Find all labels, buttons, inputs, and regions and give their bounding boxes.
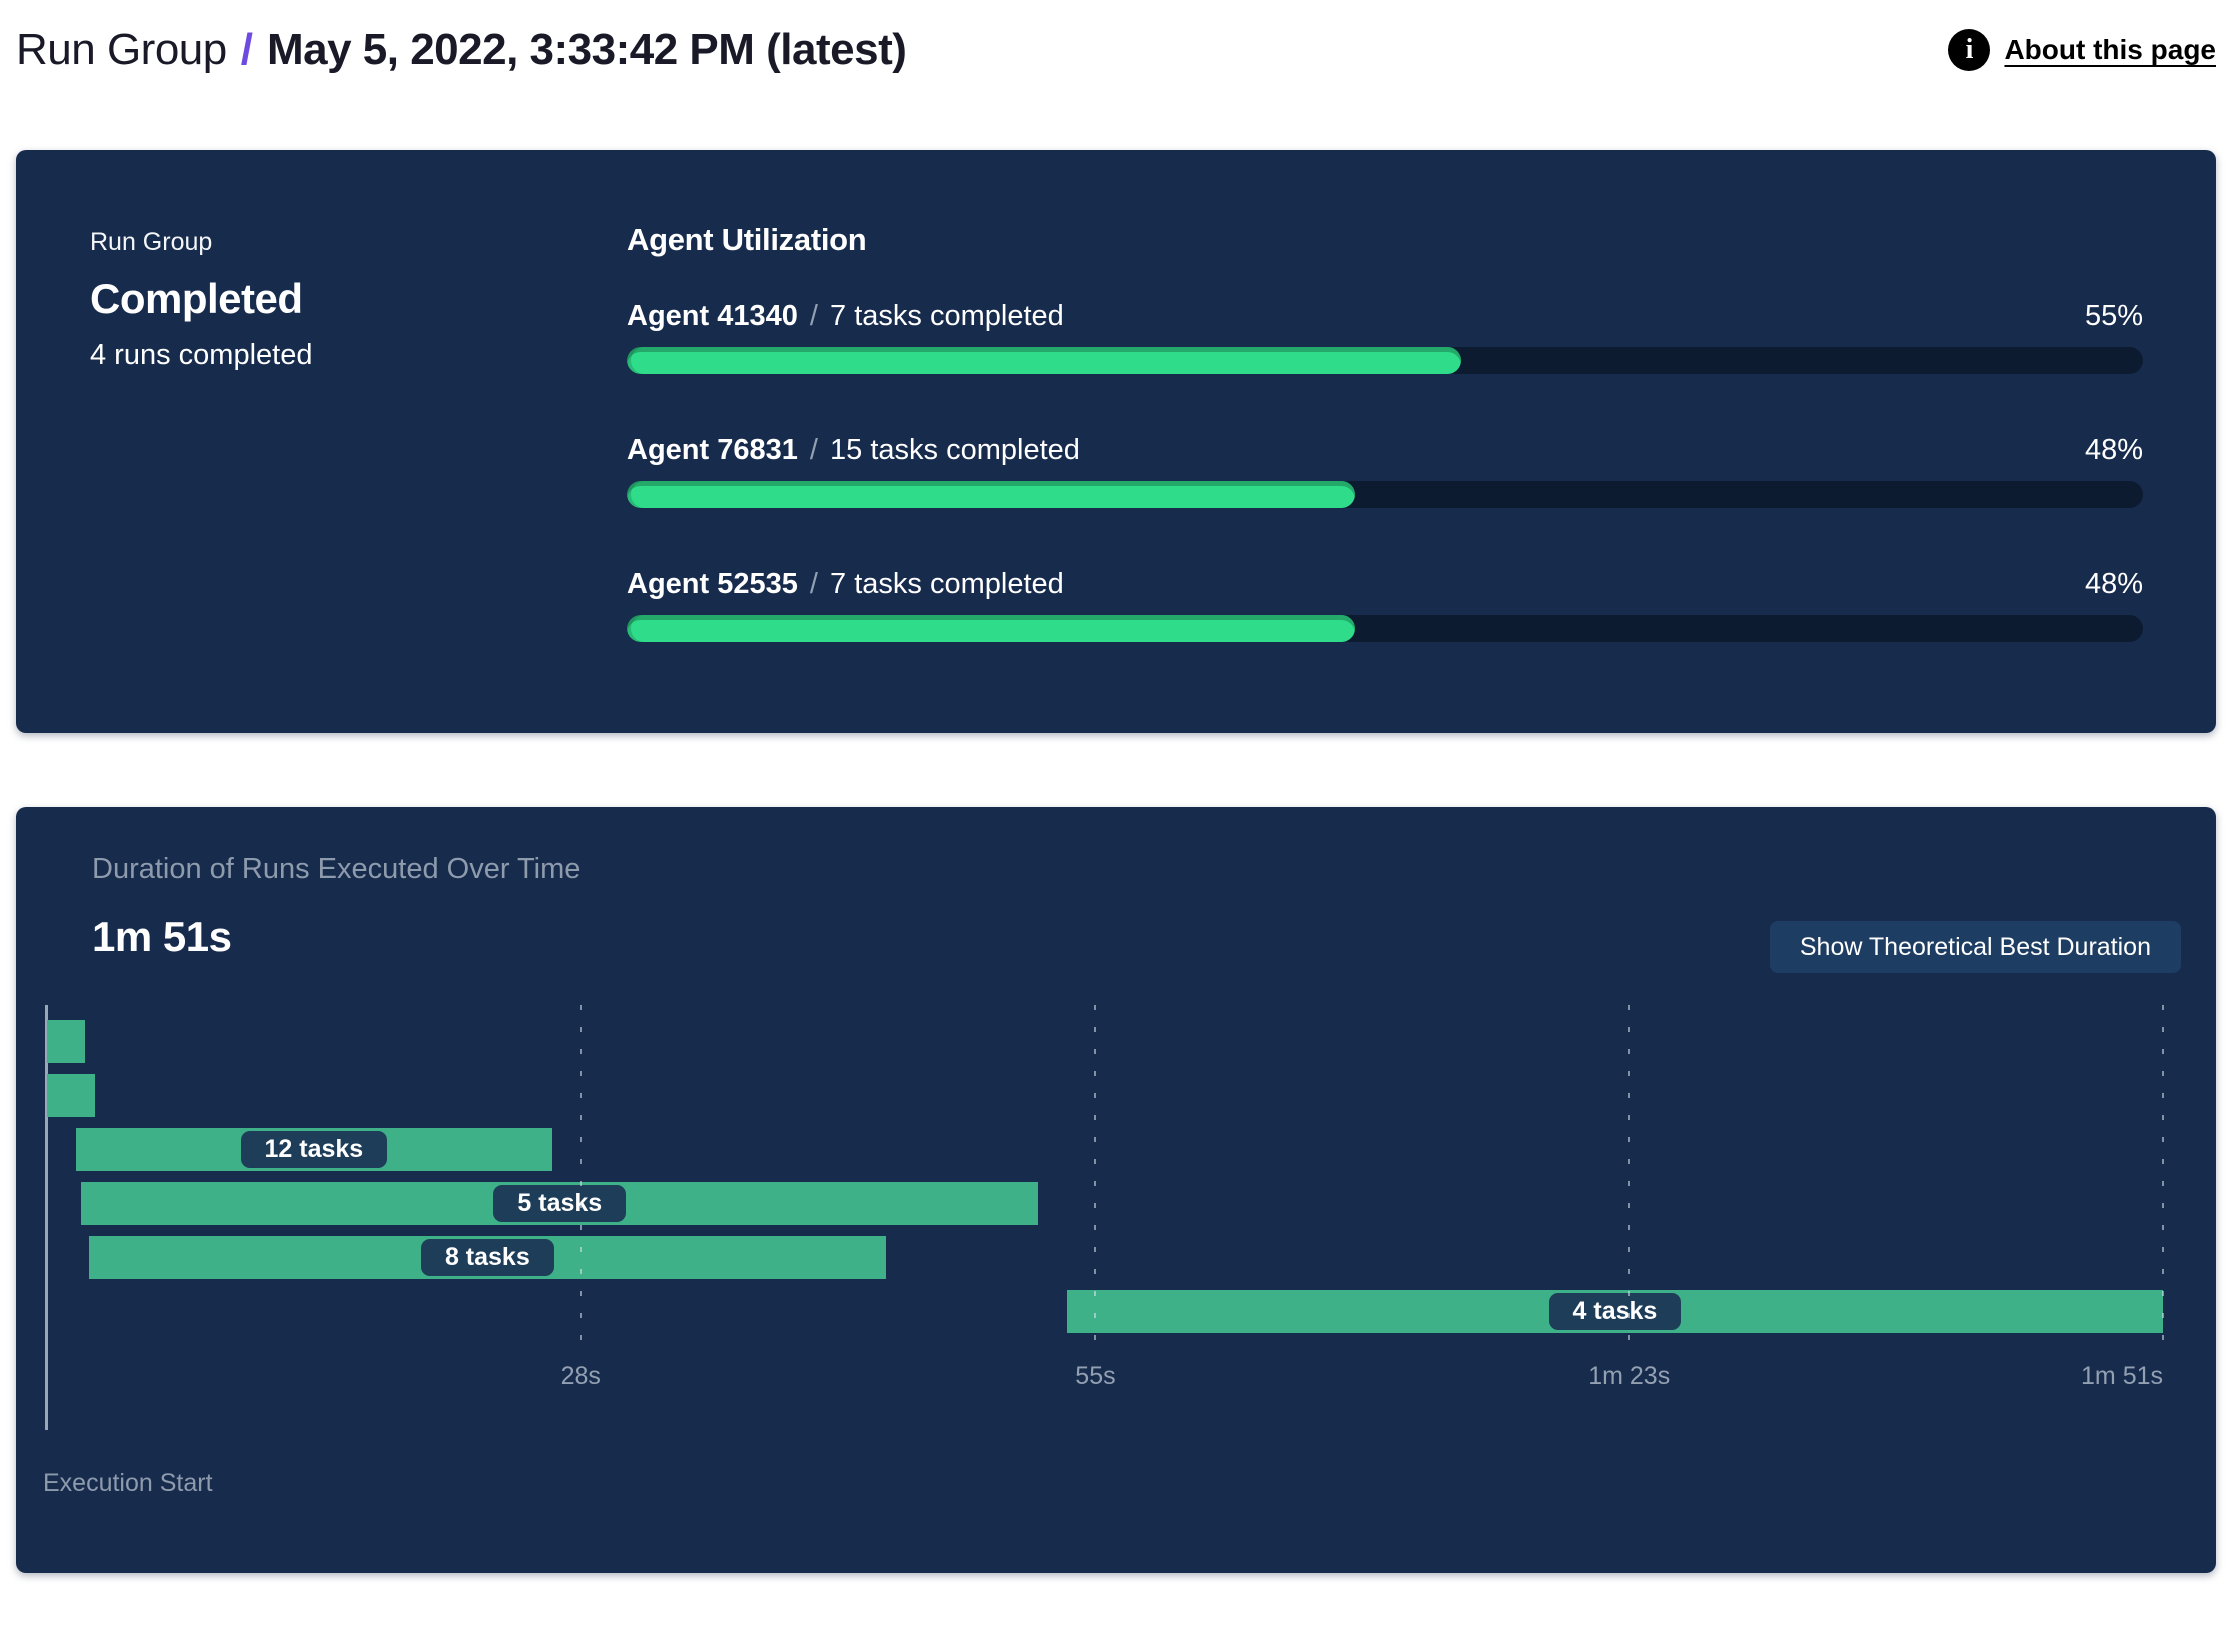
- gantt-gridline: [1094, 1005, 1097, 1348]
- agent-name: Agent 76831: [627, 434, 798, 466]
- run-bar[interactable]: 5 tasks: [81, 1182, 1039, 1225]
- runs-completed-summary: 4 runs completed: [90, 339, 313, 371]
- agent-utilization-track: [627, 481, 2143, 508]
- agent-label-separator: /: [801, 568, 827, 600]
- agent-tasks-completed: 15 tasks completed: [830, 434, 1080, 466]
- gantt-chart: 12 tasks 5 tasks 8 tasks 4 tasks 28s 55s 1m 2…: [45, 1005, 2164, 1430]
- x-axis-tick-label: 1m 23s: [1588, 1362, 1671, 1390]
- run-group-status-panel: Run Group Completed 4 runs completed Age…: [16, 150, 2216, 733]
- agent-utilization-fill: [627, 347, 1461, 374]
- gantt-rows: 12 tasks 5 tasks 8 tasks 4 tasks: [47, 1020, 2163, 1344]
- breadcrumb-run-group[interactable]: Run Group: [16, 25, 227, 74]
- run-bar[interactable]: 8 tasks: [88, 1236, 886, 1279]
- agent-utilization-track: [627, 347, 2143, 374]
- task-count-pill: 12 tasks: [240, 1131, 388, 1168]
- task-count-pill: 5 tasks: [493, 1185, 627, 1222]
- gantt-row: 12 tasks: [47, 1128, 2163, 1171]
- about-this-page-link[interactable]: i About this page: [1948, 29, 2216, 71]
- info-icon: i: [1948, 29, 1991, 71]
- agent-label-separator: /: [801, 434, 827, 466]
- agent-label: Agent 41340 / 7 tasks completed: [627, 300, 1064, 333]
- execution-start-label: Execution Start: [43, 1469, 213, 1497]
- agent-row: Agent 41340 / 7 tasks completed 55%: [627, 300, 2143, 374]
- gantt-gridline: [579, 1005, 582, 1348]
- run-bar[interactable]: 12 tasks: [75, 1128, 553, 1171]
- gantt-row: 5 tasks: [47, 1182, 2163, 1225]
- agent-utilization-fill: [627, 615, 1355, 642]
- gantt-row: [47, 1074, 2163, 1117]
- agent-row-head: Agent 52535 / 7 tasks completed 48%: [627, 568, 2143, 601]
- run-bar[interactable]: [47, 1074, 95, 1117]
- duration-chart-title: Duration of Runs Executed Over Time: [92, 853, 581, 885]
- page-title: May 5, 2022, 3:33:42 PM (latest): [266, 25, 907, 74]
- x-axis-tick-label: 28s: [560, 1362, 601, 1390]
- breadcrumb-separator: /: [240, 25, 253, 74]
- about-link-label: About this page: [2004, 34, 2216, 65]
- page-header: Run Group / May 5, 2022, 3:33:42 PM (lat…: [16, 10, 2216, 90]
- status-eyebrow-label: Run Group: [90, 228, 213, 256]
- gantt-row: 4 tasks: [47, 1290, 2163, 1333]
- execution-start-axis-line: [45, 1005, 48, 1430]
- gantt-gridline: [1628, 1005, 1631, 1348]
- agent-utilization-percent: 48%: [2084, 434, 2143, 466]
- agent-name: Agent 41340: [627, 300, 798, 332]
- agent-utilization-percent: 48%: [2084, 568, 2143, 600]
- agent-tasks-completed: 7 tasks completed: [830, 568, 1064, 600]
- x-axis-tick-label: 1m 51s: [2081, 1362, 2163, 1390]
- gantt-row: 8 tasks: [47, 1236, 2163, 1279]
- task-count-pill: 4 tasks: [1548, 1293, 1682, 1330]
- gantt-gridline: [2162, 1005, 2164, 1348]
- agent-label: Agent 52535 / 7 tasks completed: [627, 568, 1064, 601]
- agent-utilization-title: Agent Utilization: [627, 222, 867, 257]
- agent-row-head: Agent 76831 / 15 tasks completed 48%: [627, 434, 2143, 467]
- run-bar[interactable]: 4 tasks: [1066, 1290, 2163, 1333]
- agent-label: Agent 76831 / 15 tasks completed: [627, 434, 1080, 467]
- task-count-pill: 8 tasks: [420, 1239, 554, 1276]
- agent-row: Agent 52535 / 7 tasks completed 48%: [627, 568, 2143, 642]
- agent-utilization-track: [627, 615, 2143, 642]
- agent-utilization-percent: 55%: [2084, 300, 2143, 332]
- gantt-row: [47, 1020, 2163, 1063]
- status-value: Completed: [90, 275, 303, 322]
- status-column: Run Group Completed 4 runs completed: [90, 228, 312, 372]
- agent-tasks-completed: 7 tasks completed: [830, 300, 1064, 332]
- agent-utilization-fill: [627, 481, 1355, 508]
- agent-utilization-section: Agent Utilization Agent 41340 / 7 tasks …: [627, 222, 2143, 702]
- run-bar[interactable]: [47, 1020, 86, 1063]
- total-duration-value: 1m 51s: [92, 913, 232, 960]
- agent-row: Agent 76831 / 15 tasks completed 48%: [627, 434, 2143, 508]
- agent-label-separator: /: [801, 300, 827, 332]
- agent-name: Agent 52535: [627, 568, 798, 600]
- duration-panel: Duration of Runs Executed Over Time 1m 5…: [16, 807, 2216, 1573]
- breadcrumb: Run Group / May 5, 2022, 3:33:42 PM (lat…: [16, 25, 907, 75]
- x-axis-tick-label: 55s: [1075, 1362, 1116, 1390]
- agent-rows: Agent 41340 / 7 tasks completed 55% Agent …: [627, 300, 2143, 642]
- agent-row-head: Agent 41340 / 7 tasks completed 55%: [627, 300, 2143, 333]
- show-theoretical-best-duration-button[interactable]: Show Theoretical Best Duration: [1769, 921, 2181, 973]
